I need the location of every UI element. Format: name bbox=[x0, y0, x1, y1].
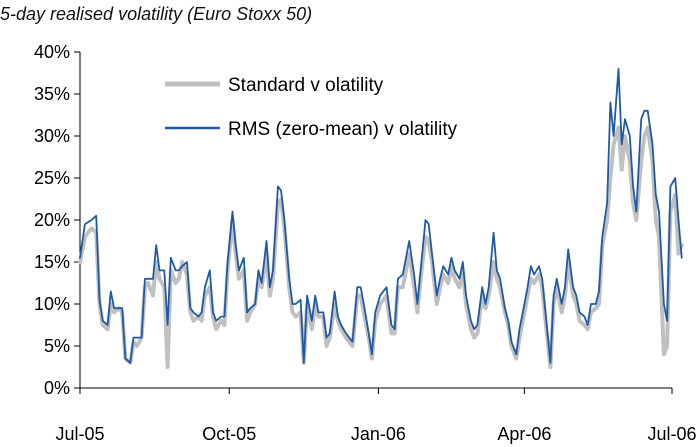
x-tick-label: Jan-06 bbox=[351, 424, 406, 444]
series-line-rms bbox=[79, 67, 683, 364]
x-tick-label: Apr-06 bbox=[497, 424, 551, 444]
x-tick-label: Jul-05 bbox=[55, 424, 104, 444]
series-line-standard bbox=[78, 125, 684, 369]
y-tick-label: 25% bbox=[34, 168, 70, 188]
y-tick-label: 0% bbox=[44, 378, 70, 398]
y-tick-label: 20% bbox=[34, 210, 70, 230]
y-tick-label: 15% bbox=[34, 252, 70, 272]
y-tick-label: 40% bbox=[34, 42, 70, 62]
x-tick-label: Jul-06 bbox=[647, 424, 696, 444]
chart-legend: Standard v olatility RMS (zero-mean) v ol… bbox=[165, 75, 458, 140]
y-tick-label: 5% bbox=[44, 336, 70, 356]
x-tick-label: Oct-05 bbox=[202, 424, 256, 444]
chart-axes: 0% 5% 10% 15% 20% 25% 30% 35% 40% Jul-05 Oct-05 Jan… bbox=[34, 42, 697, 444]
legend-label: RMS (zero-mean) v olatility bbox=[228, 119, 458, 140]
y-tick-label: 10% bbox=[34, 294, 70, 314]
series-lines bbox=[78, 67, 684, 369]
y-tick-label: 35% bbox=[34, 84, 70, 104]
y-tick-label: 30% bbox=[34, 126, 70, 146]
legend-label: Standard v olatility bbox=[228, 75, 384, 96]
chart-title: 5-day realised volatility (Euro Stoxx 50… bbox=[0, 4, 313, 24]
